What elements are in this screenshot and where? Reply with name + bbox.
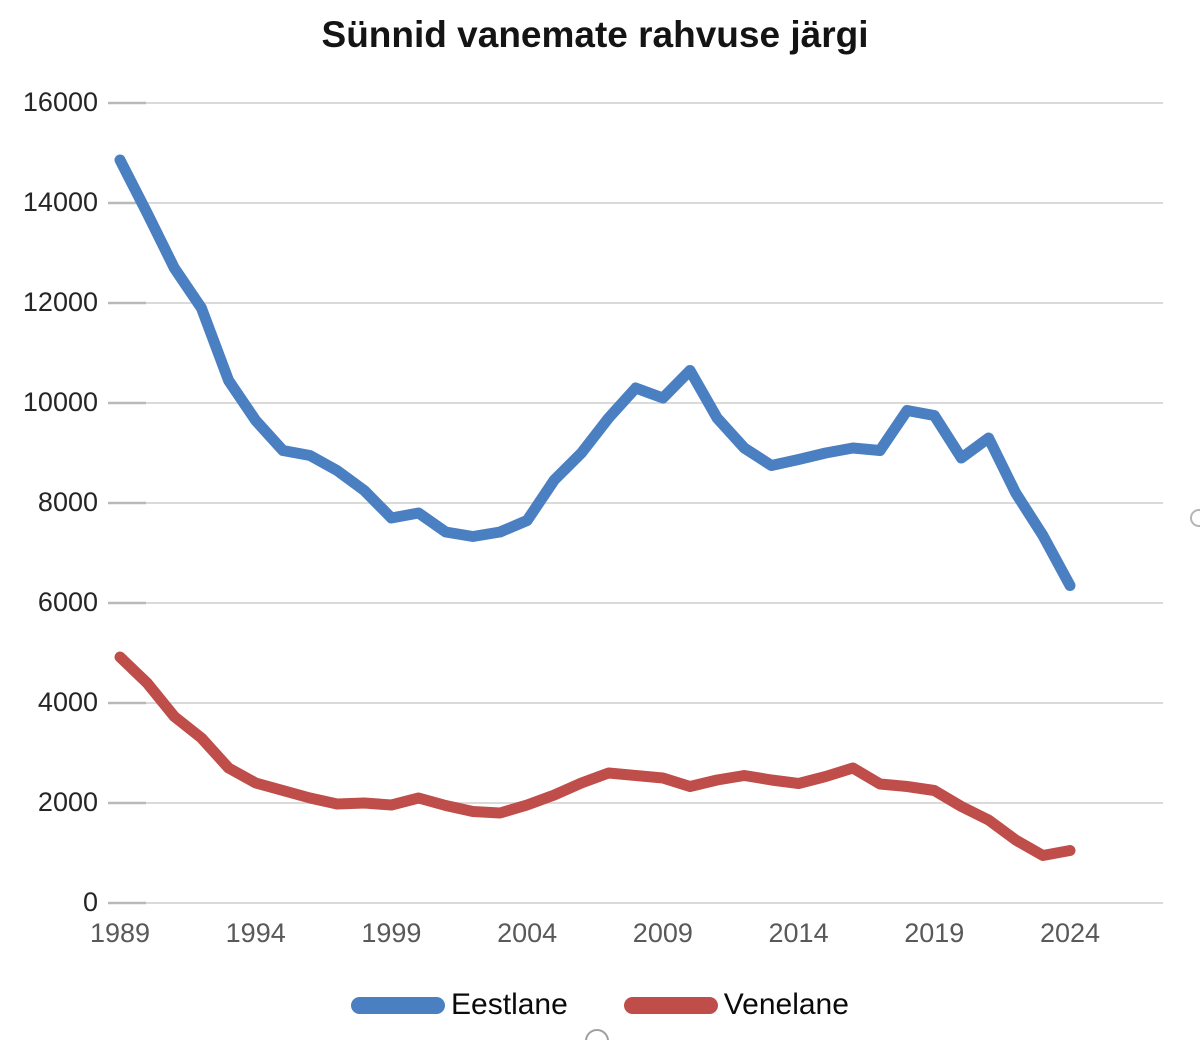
legend: Eestlane Venelane [0,984,1200,1026]
x-axis-label-2019: 2019 [904,918,965,948]
y-axis-label-0: 0 [82,887,98,917]
legend-label-eestlane: Eestlane [451,988,568,1021]
x-axis-label-2014: 2014 [768,918,829,948]
legend-label-venelane: Venelane [723,988,849,1021]
x-axis-label-1989: 1989 [89,918,151,948]
y-axis-label-10000: 10000 [22,387,98,417]
legend-swatch-eestlane [351,996,446,1014]
selection-handle-right[interactable] [1190,509,1200,527]
y-axis-label-8000: 8000 [37,487,98,517]
x-axis-label-1999: 1999 [361,918,422,948]
legend-swatch-venelane [623,996,718,1014]
x-axis-label-2004: 2004 [497,918,558,948]
series-line-eestlane[interactable] [114,154,1076,591]
y-axis-label-14000: 14000 [22,187,98,217]
legend-item-venelane[interactable]: Venelane [623,988,849,1022]
y-axis-label-12000: 12000 [22,287,98,317]
x-axis-label-2009: 2009 [632,918,693,948]
series-line-venelane[interactable] [114,651,1076,861]
x-axis-label-2024: 2024 [1039,918,1101,948]
x-axis-label-1994: 1994 [225,918,286,948]
y-axis-label-6000: 6000 [37,587,98,617]
legend-item-eestlane[interactable]: Eestlane [351,988,568,1022]
y-axis-label-16000: 16000 [22,87,98,117]
chart-title: Sünnid vanemate rahvuse järgi [321,14,869,55]
y-axis-label-4000: 4000 [37,687,98,717]
y-axis-label-2000: 2000 [37,787,98,817]
